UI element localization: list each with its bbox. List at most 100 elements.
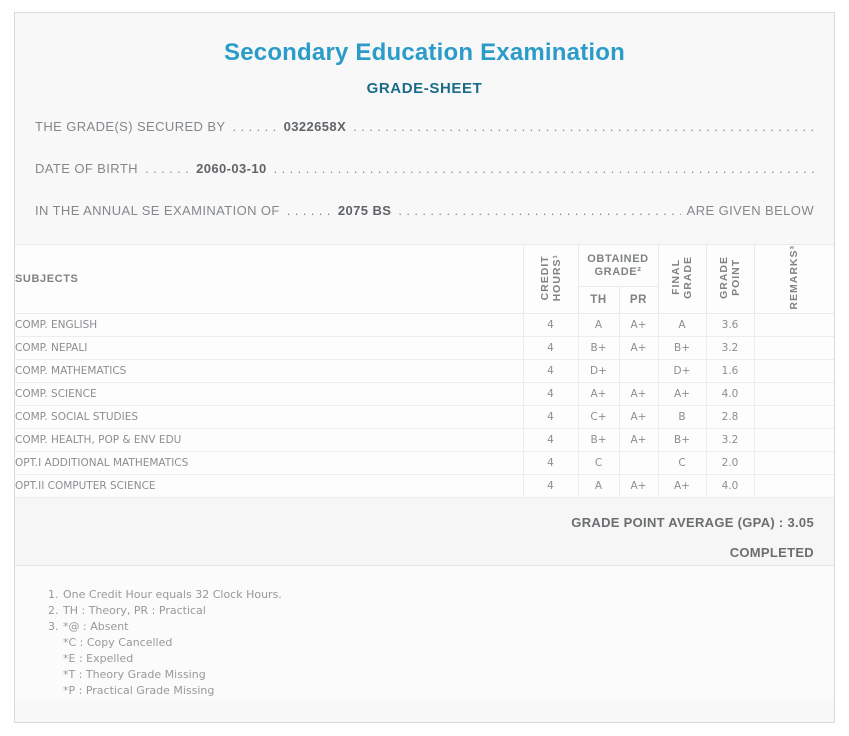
subject-cell: OPT.I ADDITIONAL MATHEMATICS bbox=[15, 450, 524, 475]
footnote-text: *C : Copy Cancelled bbox=[63, 635, 173, 649]
info-label: DATE OF BIRTH bbox=[35, 160, 138, 176]
table-row: OPT.I ADDITIONAL MATHEMATICS 4 C C 2.0 bbox=[15, 450, 834, 475]
credit-hours-cell: 4 bbox=[522, 404, 579, 429]
footnotes-section: 1. One Credit Hour equals 32 Clock Hours.… bbox=[15, 565, 834, 699]
date-of-birth-value: 2060-03-10 bbox=[196, 160, 267, 176]
document-header: Secondary Education Examination GRADE-SH… bbox=[15, 13, 834, 97]
theory-grade-cell: A bbox=[577, 473, 620, 498]
practical-grade-cell: A+ bbox=[618, 381, 659, 406]
grade-point-cell: 4.0 bbox=[705, 473, 755, 498]
column-header-practical: PR bbox=[618, 286, 659, 314]
credit-hours-cell: 4 bbox=[522, 381, 579, 406]
footnote-line: *E : Expelled bbox=[48, 651, 814, 667]
final-grade-cell: A+ bbox=[657, 381, 707, 406]
table-row: COMP. SCIENCE 4 A+ A+ A+ 4.0 bbox=[15, 381, 834, 406]
theory-grade-cell: C bbox=[577, 450, 620, 475]
footnote-line: 2. TH : Theory, PR : Practical bbox=[48, 603, 814, 619]
grade-point-cell: 3.2 bbox=[705, 427, 755, 452]
practical-grade-cell: A+ bbox=[618, 427, 659, 452]
grade-point-cell: 3.6 bbox=[705, 312, 755, 337]
info-line-grades-secured-by: THE GRADE(S) SECURED BY . . . . . . 0322… bbox=[35, 118, 814, 134]
info-line-examination-year: IN THE ANNUAL SE EXAMINATION OF . . . . … bbox=[35, 202, 814, 218]
footnote-line: *P : Practical Grade Missing bbox=[48, 683, 814, 699]
footnote-line: 1. One Credit Hour equals 32 Clock Hours. bbox=[48, 587, 814, 603]
remarks-cell bbox=[753, 312, 834, 337]
status-badge: COMPLETED bbox=[729, 544, 814, 560]
grade-sheet-card: Secondary Education Examination GRADE-SH… bbox=[14, 12, 835, 723]
column-header-remarks: REMARKS³ bbox=[753, 244, 834, 314]
info-label: IN THE ANNUAL SE EXAMINATION OF bbox=[35, 202, 280, 218]
grade-point-cell: 1.6 bbox=[705, 358, 755, 383]
info-suffix: ARE GIVEN BELOW bbox=[686, 202, 814, 218]
practical-grade-cell: A+ bbox=[618, 312, 659, 337]
footnote-number: 2. bbox=[48, 603, 59, 617]
footnote-text: One Credit Hour equals 32 Clock Hours. bbox=[63, 587, 282, 601]
practical-grade-cell: A+ bbox=[618, 404, 659, 429]
table-row: COMP. ENGLISH 4 A A+ A 3.6 bbox=[15, 312, 834, 337]
table-row: COMP. SOCIAL STUDIES 4 C+ A+ B 2.8 bbox=[15, 404, 834, 429]
credit-hours-cell: 4 bbox=[522, 427, 579, 452]
leader-dots: . . . . . . bbox=[232, 118, 277, 134]
info-label: THE GRADE(S) SECURED BY bbox=[35, 118, 226, 134]
footnote-number: 3. bbox=[48, 619, 59, 633]
subject-cell: COMP. MATHEMATICS bbox=[15, 358, 524, 383]
subject-cell: COMP. SCIENCE bbox=[15, 381, 524, 406]
footnote-text: *P : Practical Grade Missing bbox=[63, 683, 215, 697]
subject-cell: COMP. NEPALI bbox=[15, 335, 524, 360]
credit-hours-cell: 4 bbox=[522, 473, 579, 498]
leader-dots: . . . . . . . . . . . . . . . . . . . . … bbox=[398, 202, 680, 218]
page-subtitle: GRADE-SHEET bbox=[366, 80, 483, 97]
practical-grade-cell bbox=[618, 450, 659, 475]
leader-dots: . . . . . . . . . . . . . . . . . . . . … bbox=[353, 118, 814, 134]
grade-point-cell: 3.2 bbox=[705, 335, 755, 360]
footnote-text: *E : Expelled bbox=[63, 651, 134, 665]
summary-band: GRADE POINT AVERAGE (GPA) : 3.05 COMPLET… bbox=[15, 497, 834, 566]
final-grade-cell: D+ bbox=[657, 358, 707, 383]
remarks-cell bbox=[753, 404, 834, 429]
credit-hours-cell: 4 bbox=[522, 358, 579, 383]
theory-grade-cell: A bbox=[577, 312, 620, 337]
practical-grade-cell bbox=[618, 358, 659, 383]
leader-dots: . . . . . . . . . . . . . . . . . . . . … bbox=[273, 160, 814, 176]
practical-grade-cell: A+ bbox=[618, 473, 659, 498]
remarks-cell bbox=[753, 358, 834, 383]
practical-grade-cell: A+ bbox=[618, 335, 659, 360]
table-row: COMP. NEPALI 4 B+ A+ B+ 3.2 bbox=[15, 335, 834, 360]
final-grade-cell: B bbox=[657, 404, 707, 429]
footnote-line: *T : Theory Grade Missing bbox=[48, 667, 814, 683]
footnote-text: TH : Theory, PR : Practical bbox=[63, 603, 206, 617]
final-grade-cell: A bbox=[657, 312, 707, 337]
gpa-label: GRADE POINT AVERAGE (GPA) : bbox=[571, 514, 784, 530]
subject-cell: COMP. HEALTH, POP & ENV EDU bbox=[15, 427, 524, 452]
table-row: COMP. HEALTH, POP & ENV EDU 4 B+ A+ B+ 3… bbox=[15, 427, 834, 452]
final-grade-cell: A+ bbox=[657, 473, 707, 498]
final-grade-cell: C bbox=[657, 450, 707, 475]
footnote-number: 1. bbox=[48, 587, 59, 601]
grade-point-cell: 4.0 bbox=[705, 381, 755, 406]
column-header-obtained-grade: OBTAINED GRADE² bbox=[577, 243, 659, 288]
remarks-cell bbox=[753, 335, 834, 360]
theory-grade-cell: B+ bbox=[577, 335, 620, 360]
footnote-line: *C : Copy Cancelled bbox=[48, 635, 814, 651]
theory-grade-cell: A+ bbox=[577, 381, 620, 406]
page-title: Secondary Education Examination bbox=[224, 39, 625, 66]
gpa-value: 3.05 bbox=[787, 514, 814, 530]
student-info-block: THE GRADE(S) SECURED BY . . . . . . 0322… bbox=[35, 118, 814, 218]
remarks-cell bbox=[753, 473, 834, 498]
gpa-line: GRADE POINT AVERAGE (GPA) : 3.05 bbox=[15, 498, 814, 530]
column-header-theory: TH bbox=[577, 286, 620, 314]
footnote-line: 3. *@ : Absent bbox=[48, 619, 814, 635]
column-header-credit-hours: CREDIT HOURS¹ bbox=[522, 244, 579, 314]
symbol-number-value: 0322658X bbox=[283, 118, 347, 134]
credit-hours-cell: 4 bbox=[522, 450, 579, 475]
remarks-cell bbox=[753, 450, 834, 475]
column-header-grade-point: GRADE POINT bbox=[705, 244, 755, 314]
table-row: COMP. MATHEMATICS 4 D+ D+ 1.6 bbox=[15, 358, 834, 383]
credit-hours-cell: 4 bbox=[522, 312, 579, 337]
examination-year-value: 2075 BS bbox=[337, 202, 392, 218]
column-header-final-grade: FINAL GRADE bbox=[657, 244, 707, 314]
leader-dots: . . . . . . bbox=[144, 160, 190, 176]
final-grade-cell: B+ bbox=[657, 335, 707, 360]
column-header-subjects: SUBJECTS bbox=[15, 244, 524, 314]
